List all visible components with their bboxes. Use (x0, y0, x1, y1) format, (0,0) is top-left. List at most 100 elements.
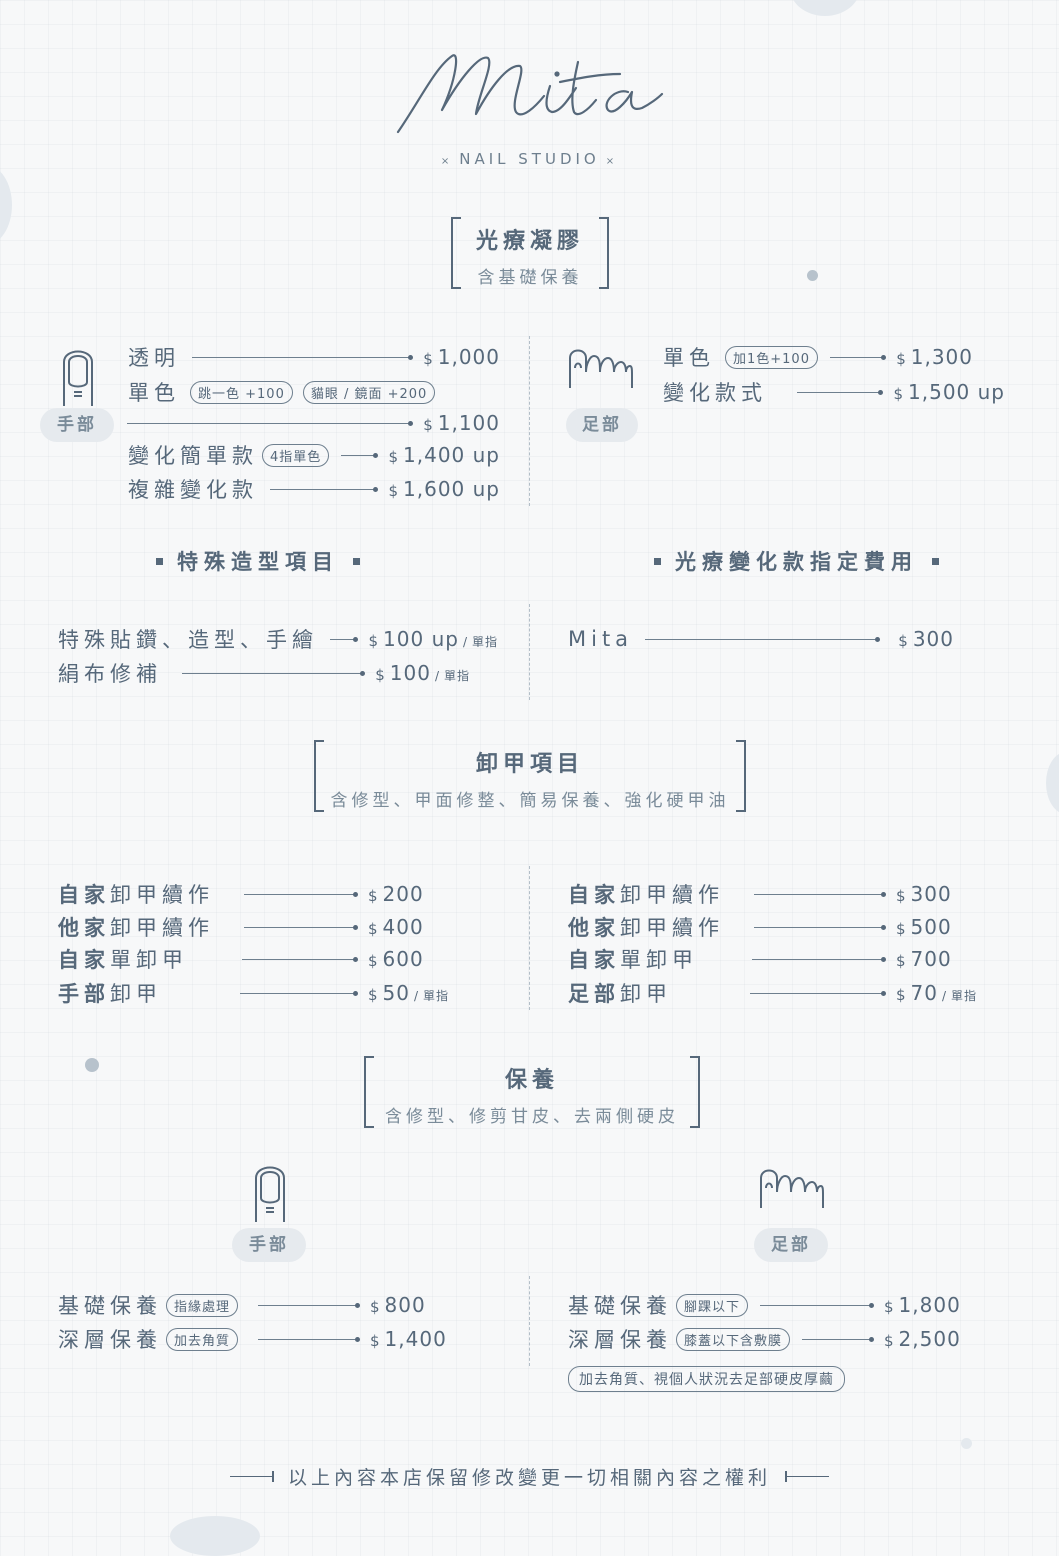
designate-heading: 光療變化款指定費用 (640, 546, 953, 576)
column-divider (529, 336, 530, 506)
item-price: $400 (368, 915, 424, 939)
item-label: 特殊貼鑽、造型、手繪 (58, 628, 318, 652)
leader-line (192, 354, 414, 360)
column-divider (529, 604, 530, 700)
column-divider (529, 1276, 530, 1366)
footer-rule (785, 1472, 829, 1481)
item-label: 自家卸甲續作 (568, 883, 724, 907)
item-label: 自家單卸甲 (58, 948, 188, 972)
item-label: 絹布修補 (58, 662, 162, 686)
item-label: 深層保養 (568, 1328, 672, 1352)
item-price: $2,500 (884, 1327, 961, 1351)
special-row: 絹布修補 $100/單指 (58, 658, 470, 688)
gel-section-title: 光療凝膠 含基礎保養 (451, 217, 609, 289)
leader-line (258, 1336, 360, 1342)
item-label: 基礎保養 (568, 1294, 672, 1318)
hand-badge: 手部 (40, 408, 114, 442)
option-pill: 指緣處理 (166, 1293, 239, 1317)
item-price: $100/單指 (375, 661, 470, 685)
gel-foot-row: 變化款式 $1,500 up (663, 377, 1005, 407)
decor-circle-bottom (170, 1516, 260, 1556)
care-foot-row: 基礎保養 腳踝以下 $1,800 (568, 1290, 960, 1320)
special-heading: 特殊造型項目 (142, 546, 374, 576)
foot-care-note: 加去角質、視個人狀況去足部硬皮厚繭 (568, 1366, 845, 1392)
option-pill: 加去角質 (166, 1327, 239, 1351)
item-price: $100 up / 單指 (368, 627, 498, 651)
gel-hand-row: $1,100 (115, 408, 500, 438)
removal-section-title: 卸甲項目 含修型、甲面修整、簡易保養、強化硬甲油 (314, 740, 746, 812)
leader-line (754, 891, 886, 897)
mita-logo (396, 54, 664, 134)
care-foot-row: 深層保養 膝蓋以下含敷膜 $2,500 (568, 1324, 961, 1354)
leader-line (829, 354, 887, 360)
toes-icon (760, 1169, 824, 1208)
removal-foot-row: 足部卸甲 $70/單指 (568, 978, 992, 1008)
decor-dot (961, 1438, 972, 1449)
logo-marker: × (605, 156, 619, 167)
note-pill: 加去角質、視個人狀況去足部硬皮厚繭 (568, 1366, 845, 1392)
item-price: $700 (896, 947, 952, 971)
leader-line (802, 1336, 874, 1342)
item-label: 單色 (663, 346, 715, 370)
item-label: 複雜變化款 (128, 478, 258, 502)
footer-disclaimer: 以上內容本店保留修改變更一切相關內容之權利 (0, 1463, 1059, 1490)
item-price: $1,100 (423, 411, 500, 435)
removal-hand-row: 他家卸甲續作 $400 (58, 912, 428, 942)
leader-line (270, 486, 379, 492)
decor-circle-left (0, 165, 12, 245)
item-price: $70/單指 (896, 981, 978, 1005)
removal-foot-row: 他家卸甲續作 $500 (568, 912, 956, 942)
item-label: 變化簡單款 (128, 444, 258, 468)
removal-title: 卸甲項目 (475, 752, 584, 777)
gel-foot-row: 單色 加1色+100 $1,300 (663, 342, 973, 372)
gel-title: 光療凝膠 (475, 229, 584, 254)
care-subtitle: 含修型、修剪甘皮、去兩側硬皮 (385, 1107, 679, 1127)
item-label: 自家卸甲續作 (58, 883, 214, 907)
removal-subtitle: 含修型、甲面修整、簡易保養、強化硬甲油 (330, 791, 730, 811)
footer-text: 以上內容本店保留修改變更一切相關內容之權利 (287, 1467, 771, 1489)
item-label: 透明 (128, 346, 180, 370)
leader-line (797, 389, 884, 395)
hand-badge: 手部 (232, 1228, 306, 1262)
item-label: 深層保養 (58, 1328, 162, 1352)
studio-text: NAIL STUDIO (459, 150, 600, 168)
column-divider (529, 866, 530, 1010)
leader-line (341, 452, 379, 458)
care-hand-row: 基礎保養 指緣處理 $800 (58, 1290, 442, 1320)
leader-line (645, 636, 881, 642)
option-pill: 貓眼 / 鏡面 +200 (302, 380, 436, 404)
decor-dot (807, 270, 818, 281)
gel-hand-row: 透明 $1,000 (128, 342, 500, 372)
care-hand-row: 深層保養 加去角質 $1,400 (58, 1324, 446, 1354)
leader-line (258, 1302, 360, 1308)
footer-rule (229, 1472, 274, 1481)
decor-dot (85, 1058, 99, 1072)
leader-line (760, 1302, 874, 1308)
item-label: 他家卸甲續作 (58, 916, 214, 940)
foot-badge: 足部 (754, 1228, 828, 1262)
toes-icon (569, 349, 633, 388)
special-row: 特殊貼鑽、造型、手繪 $100 up / 單指 (58, 624, 498, 654)
fingernail-icon (63, 350, 93, 406)
item-price: $800 (370, 1293, 426, 1317)
gel-hand-row: 複雜變化款 $1,600 up (128, 474, 500, 504)
leader-line (330, 636, 360, 642)
leader-line (750, 990, 886, 996)
gel-hand-row: 變化簡單款 4指單色 $1,400 up (128, 440, 500, 470)
item-price: $1,500 up (893, 380, 1005, 404)
item-label: 手部卸甲 (58, 982, 162, 1006)
leader-line (244, 891, 358, 897)
item-price: $1,300 (896, 345, 973, 369)
option-pill: 跳一色 +100 (190, 380, 293, 404)
decor-circle-right (1046, 752, 1059, 814)
studio-subtitle: × NAIL STUDIO × (0, 150, 1059, 168)
leader-line (754, 924, 886, 930)
item-price: $50/單指 (368, 981, 450, 1005)
item-price: $300 (898, 627, 954, 651)
item-label: 足部卸甲 (568, 982, 672, 1006)
removal-foot-row: 自家單卸甲 $700 (568, 944, 956, 974)
item-price: $200 (368, 882, 424, 906)
item-price: $600 (368, 947, 424, 971)
care-title: 保養 (504, 1068, 559, 1093)
foot-badge: 足部 (566, 408, 638, 442)
